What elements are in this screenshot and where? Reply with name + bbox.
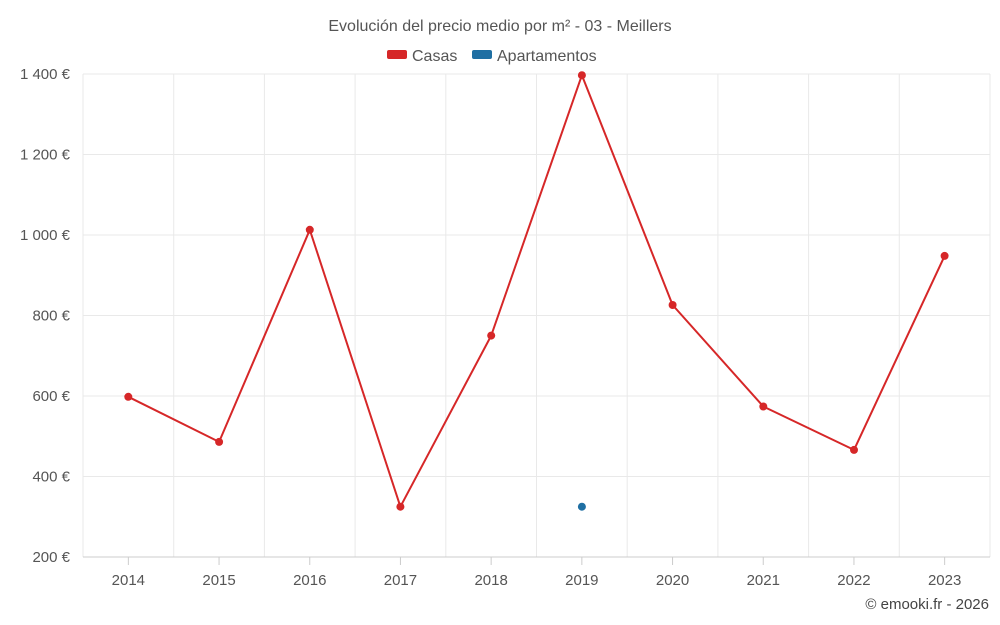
legend-label-apartamentos: Apartamentos bbox=[497, 48, 597, 65]
chart-title: Evolución del precio medio por m² - 03 -… bbox=[328, 18, 671, 35]
x-tick-label: 2018 bbox=[474, 572, 507, 589]
axes: 200 € 400 € 600 € 800 € 1 000 € 1 200 € 1 400 … bbox=[20, 66, 990, 589]
data-point-casas-2016[interactable] bbox=[305, 225, 314, 234]
x-tick-label: 2021 bbox=[747, 572, 780, 589]
grid bbox=[82, 73, 991, 557]
series bbox=[124, 71, 949, 511]
data-point-casas-2019[interactable] bbox=[577, 71, 586, 80]
data-point-casas-2021[interactable] bbox=[759, 402, 768, 411]
x-tick-label: 2022 bbox=[837, 572, 870, 589]
data-point-casas-2023[interactable] bbox=[940, 251, 949, 260]
data-point-casas-2014[interactable] bbox=[124, 392, 133, 401]
legend: Casas Apartamentos bbox=[387, 48, 597, 65]
legend-item-casas[interactable]: Casas bbox=[387, 48, 457, 65]
x-tick-label: 2017 bbox=[384, 572, 417, 589]
legend-item-apartamentos[interactable]: Apartamentos bbox=[472, 48, 597, 65]
data-point-casas-2020[interactable] bbox=[668, 301, 677, 309]
y-tick-label: 200 € bbox=[32, 549, 70, 566]
legend-swatch-casas bbox=[387, 50, 407, 59]
data-point-apartamentos-2019[interactable] bbox=[577, 502, 586, 511]
data-point-casas-2018[interactable] bbox=[487, 331, 496, 340]
x-tick-label: 2014 bbox=[112, 572, 145, 589]
data-point-casas-2017[interactable] bbox=[396, 502, 405, 511]
x-tick-label: 2020 bbox=[656, 572, 689, 589]
y-tick-label: 600 € bbox=[32, 388, 70, 405]
data-point-casas-2022[interactable] bbox=[850, 445, 858, 454]
y-tick-label: 400 € bbox=[32, 469, 70, 486]
series-line-casas bbox=[127, 74, 946, 508]
credit-text: © emooki.fr - 2026 bbox=[865, 596, 989, 613]
x-tick-label: 2016 bbox=[293, 572, 326, 589]
x-tick-label: 2023 bbox=[928, 572, 961, 589]
y-tick-label: 800 € bbox=[32, 308, 70, 325]
y-tick-label: 1 000 € bbox=[20, 227, 71, 244]
legend-swatch-apartamentos bbox=[472, 50, 492, 59]
y-tick-label: 1 400 € bbox=[20, 66, 71, 83]
x-tick-label: 2015 bbox=[202, 572, 235, 589]
legend-label-casas: Casas bbox=[412, 48, 457, 65]
y-tick-label: 1 200 € bbox=[20, 147, 71, 164]
x-tick-label: 2019 bbox=[565, 572, 598, 589]
data-point-casas-2015[interactable] bbox=[215, 437, 224, 446]
